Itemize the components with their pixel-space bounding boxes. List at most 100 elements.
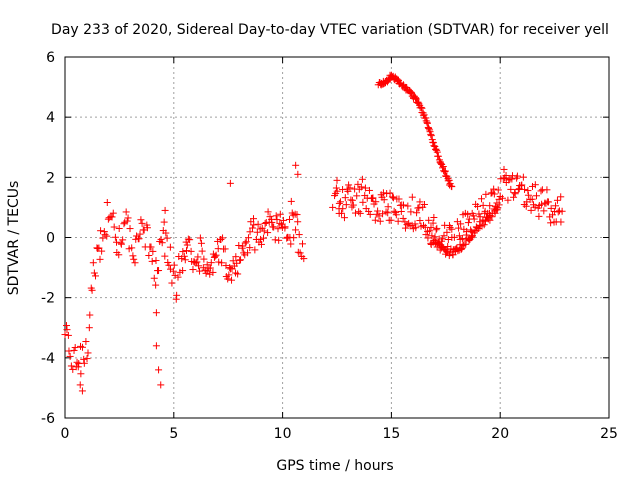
data-point [257,235,265,243]
data-point [384,209,392,217]
data-point [109,209,117,217]
data-point [544,198,552,206]
data-point [251,246,259,254]
data-point [219,234,227,242]
data-point [184,235,192,243]
data-point [236,256,244,264]
data-point [286,215,294,223]
data-point [295,231,303,239]
data-point [166,243,174,251]
data-point [91,272,99,280]
data-point [416,198,424,206]
data-point [155,366,163,374]
grid [65,57,609,418]
data-point [464,219,472,227]
data-point [64,331,72,339]
data-point [292,226,300,234]
data-point [478,195,486,203]
data-point [432,226,440,234]
data-point [149,247,157,255]
data-point [424,234,432,242]
data-point [261,219,269,227]
data-point [353,192,361,200]
data-point [444,235,452,243]
data-point [395,195,403,203]
data-point [150,274,158,282]
data-point [78,387,86,395]
data-point [416,217,424,225]
data-point [519,173,527,181]
data-point [296,249,304,257]
data-point [434,152,442,160]
data-point [340,214,348,222]
data-point [535,212,543,220]
data-point [332,184,340,192]
data-point [70,346,78,354]
data-point [242,238,250,246]
data-point [274,225,282,233]
data-point [162,229,170,237]
data-point [490,185,498,193]
data-point [333,176,341,184]
data-point [157,235,165,243]
data-point [131,259,139,267]
data-point [195,262,203,270]
data-point [161,252,169,260]
data-point [494,204,502,212]
data-point [248,224,256,232]
data-point [408,193,416,201]
data-point [371,216,379,224]
data-point [336,198,344,206]
data-point [333,187,341,195]
data-point [427,132,435,140]
data-point [160,218,168,226]
data-point [464,210,472,218]
data-point [450,233,458,241]
data-point [206,270,214,278]
data-point [457,220,465,228]
x-tick-label: 0 [61,426,70,442]
data-point [115,224,123,232]
data-point [397,207,405,215]
data-point [425,125,433,133]
data-point [517,182,525,190]
data-point [152,309,160,317]
data-point [507,185,515,193]
data-point [78,343,86,351]
data-point [66,352,74,360]
data-point [494,186,502,194]
data-point [429,219,437,227]
data-point [498,194,506,202]
data-point [152,257,160,265]
data-point [342,201,350,209]
y-axis-label: SDTVAR / TECUs [6,181,22,296]
data-point [250,215,258,223]
data-point [212,251,220,259]
data-point [540,207,548,215]
data-point [96,255,104,263]
data-point [194,253,202,261]
chart-title: Day 233 of 2020, Sidereal Day-to-day VTE… [51,22,609,38]
data-point [513,172,521,180]
data-point [222,262,230,270]
data-point [502,172,510,180]
data-point [427,130,435,138]
data-point [417,103,425,111]
data-point [388,193,396,201]
data-point [108,213,116,221]
data-point [400,201,408,209]
data-point [234,270,242,278]
data-point [89,259,97,267]
data-point [438,235,446,243]
data-point [511,189,519,197]
x-tick-label: 15 [382,426,400,442]
data-point [375,212,383,220]
data-point [521,185,529,193]
data-point [392,211,400,219]
data-point [486,202,494,210]
data-point [557,193,565,201]
data-point [85,324,93,332]
data-point [86,311,94,319]
data-point [169,267,177,275]
data-point [440,244,448,252]
